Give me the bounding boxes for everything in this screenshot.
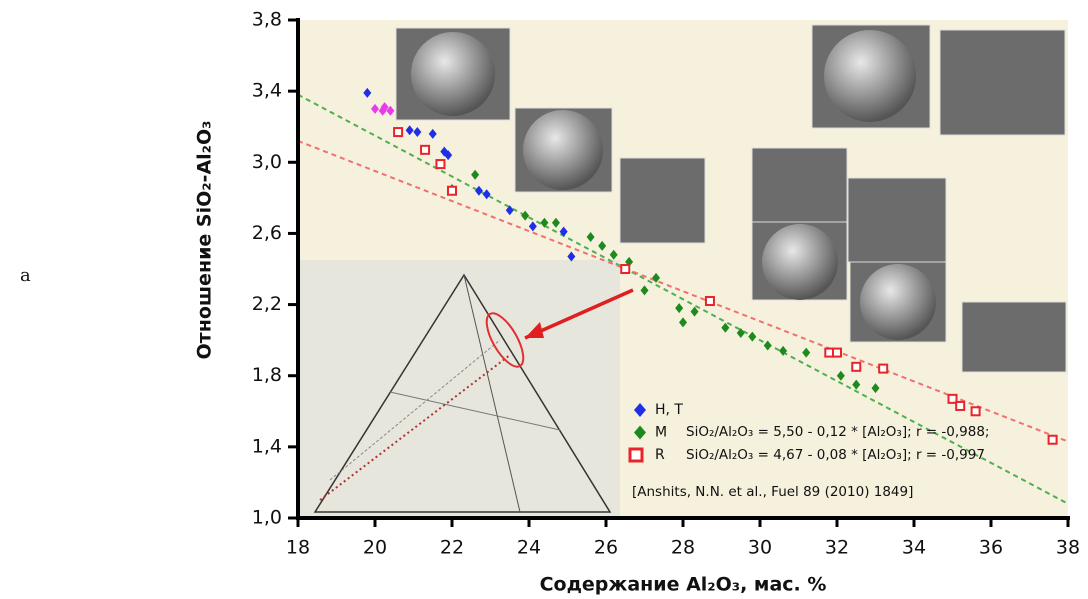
point [471, 169, 480, 180]
point [380, 102, 389, 113]
point [405, 125, 414, 136]
point [736, 328, 745, 339]
point [878, 363, 889, 374]
equation: SiO₂/Al₂O₃ = 5,50 - 0,12 * [Al₂O₃]; r = … [686, 424, 989, 440]
fit-line [297, 140, 1069, 443]
x-tick-label: 38 [1056, 537, 1080, 559]
point [435, 159, 446, 170]
point [420, 144, 431, 155]
x-tick-label: 20 [363, 537, 387, 559]
point [482, 189, 491, 200]
point [505, 205, 514, 216]
y-axis-title: Отношение SiO₂-Al₂O₃ [194, 121, 216, 360]
point [851, 361, 862, 372]
point [428, 128, 437, 139]
point [528, 221, 537, 232]
point [802, 347, 811, 358]
point [393, 127, 404, 138]
point [521, 210, 530, 221]
y-tick-label: 1,4 [252, 435, 282, 457]
arrow-head [525, 322, 544, 338]
y-tick-label: 1,8 [252, 364, 282, 386]
x-tick-label: 30 [748, 537, 772, 559]
point [852, 379, 861, 390]
arrow [524, 288, 634, 340]
point [871, 383, 880, 394]
x-tick-label: 24 [517, 537, 541, 559]
y-tick-label: 1,0 [252, 507, 282, 529]
legend-label: M [655, 425, 667, 441]
point [836, 370, 845, 381]
x-tick-label: 28 [671, 537, 695, 559]
inset-ternary [300, 260, 620, 517]
legend-label: R [655, 447, 665, 463]
point [371, 103, 379, 114]
equation: SiO₂/Al₂O₃ = 4,67 - 0,08 * [Al₂O₃]; r = … [686, 447, 985, 463]
point [679, 317, 687, 328]
point [551, 217, 560, 228]
point [675, 303, 684, 314]
point [947, 393, 958, 404]
point [748, 331, 757, 342]
point [1047, 434, 1058, 445]
point [444, 150, 453, 161]
y-tick-label: 3,4 [252, 80, 282, 102]
x-tick-label: 34 [902, 537, 926, 559]
y-tick-label: 2,6 [252, 222, 282, 244]
point [386, 105, 395, 116]
legend-marker [634, 425, 646, 440]
point [586, 231, 595, 242]
point [598, 240, 607, 251]
legend-label: H, T [655, 402, 683, 418]
x-tick-label: 18 [286, 537, 310, 559]
panel-label: a [20, 265, 31, 286]
x-tick-label: 22 [440, 537, 464, 559]
x-tick-label: 26 [594, 537, 618, 559]
point [447, 185, 457, 196]
x-axis-title: Содержание Al₂O₃, мас. % [540, 574, 827, 596]
y-tick-label: 3,0 [252, 151, 282, 173]
sem-images [395, 24, 1067, 373]
x-tick-label: 32 [825, 537, 849, 559]
y-tick-label: 3,8 [252, 9, 282, 31]
y-tick-label: 2,2 [252, 293, 282, 315]
point [567, 251, 576, 262]
point [609, 249, 618, 260]
point [363, 87, 372, 98]
point [779, 345, 788, 356]
point [559, 226, 568, 237]
point [640, 285, 649, 296]
point [704, 296, 715, 307]
x-tick-label: 36 [979, 537, 1003, 559]
point [620, 264, 631, 274]
point [413, 127, 422, 138]
point [955, 400, 966, 411]
point [832, 347, 842, 358]
point [763, 340, 772, 351]
citation: [Anshits, N.N. et al., Fuel 89 (2010) 18… [632, 484, 913, 500]
point [474, 185, 483, 196]
legend-marker [634, 403, 646, 417]
point [652, 272, 661, 283]
point [690, 306, 699, 317]
point [721, 322, 730, 333]
point [540, 217, 549, 228]
point [970, 406, 981, 417]
fit-line [297, 93, 1069, 505]
legend-marker [628, 447, 644, 463]
